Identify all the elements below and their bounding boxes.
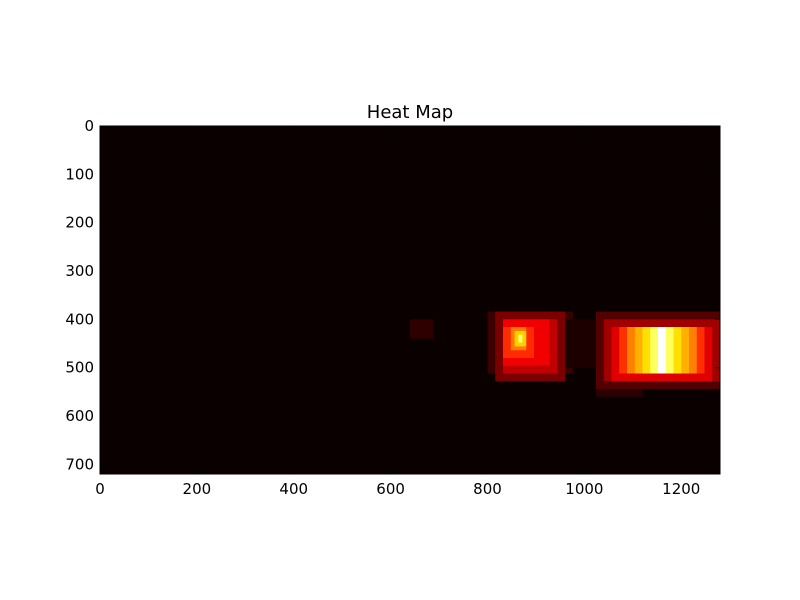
plot-area	[100, 126, 720, 474]
heatmap-background	[100, 126, 720, 474]
x-tick-label: 800	[473, 480, 502, 498]
x-tick-label: 400	[279, 480, 308, 498]
y-axis: 0 100 200 300 400 500 600 700	[65, 117, 720, 473]
y-tick-label: 300	[65, 262, 94, 280]
y-tick-label: 0	[84, 117, 94, 135]
x-tick-label: 0	[95, 480, 105, 498]
x-axis: 0 200 400 600 800 1000 1200	[95, 126, 700, 498]
x-tick-label: 1200	[662, 480, 700, 498]
heatmap-cell-19	[658, 327, 666, 374]
x-tick-label: 1000	[565, 480, 603, 498]
heatmap-cell-8	[518, 334, 523, 343]
y-tick-label: 700	[65, 455, 94, 473]
y-tick-label: 500	[65, 359, 94, 377]
heatmap-cells	[410, 311, 720, 397]
y-tick-label: 600	[65, 407, 94, 425]
heatmap-cell-0	[410, 319, 434, 339]
y-tick-label: 400	[65, 310, 94, 328]
chart-title: Heat Map	[367, 102, 453, 123]
y-tick-label: 100	[65, 165, 94, 183]
x-tick-label: 200	[183, 480, 212, 498]
plot-frame	[99, 125, 721, 475]
y-tick-label: 200	[65, 214, 94, 232]
x-tick-label: 600	[376, 480, 405, 498]
